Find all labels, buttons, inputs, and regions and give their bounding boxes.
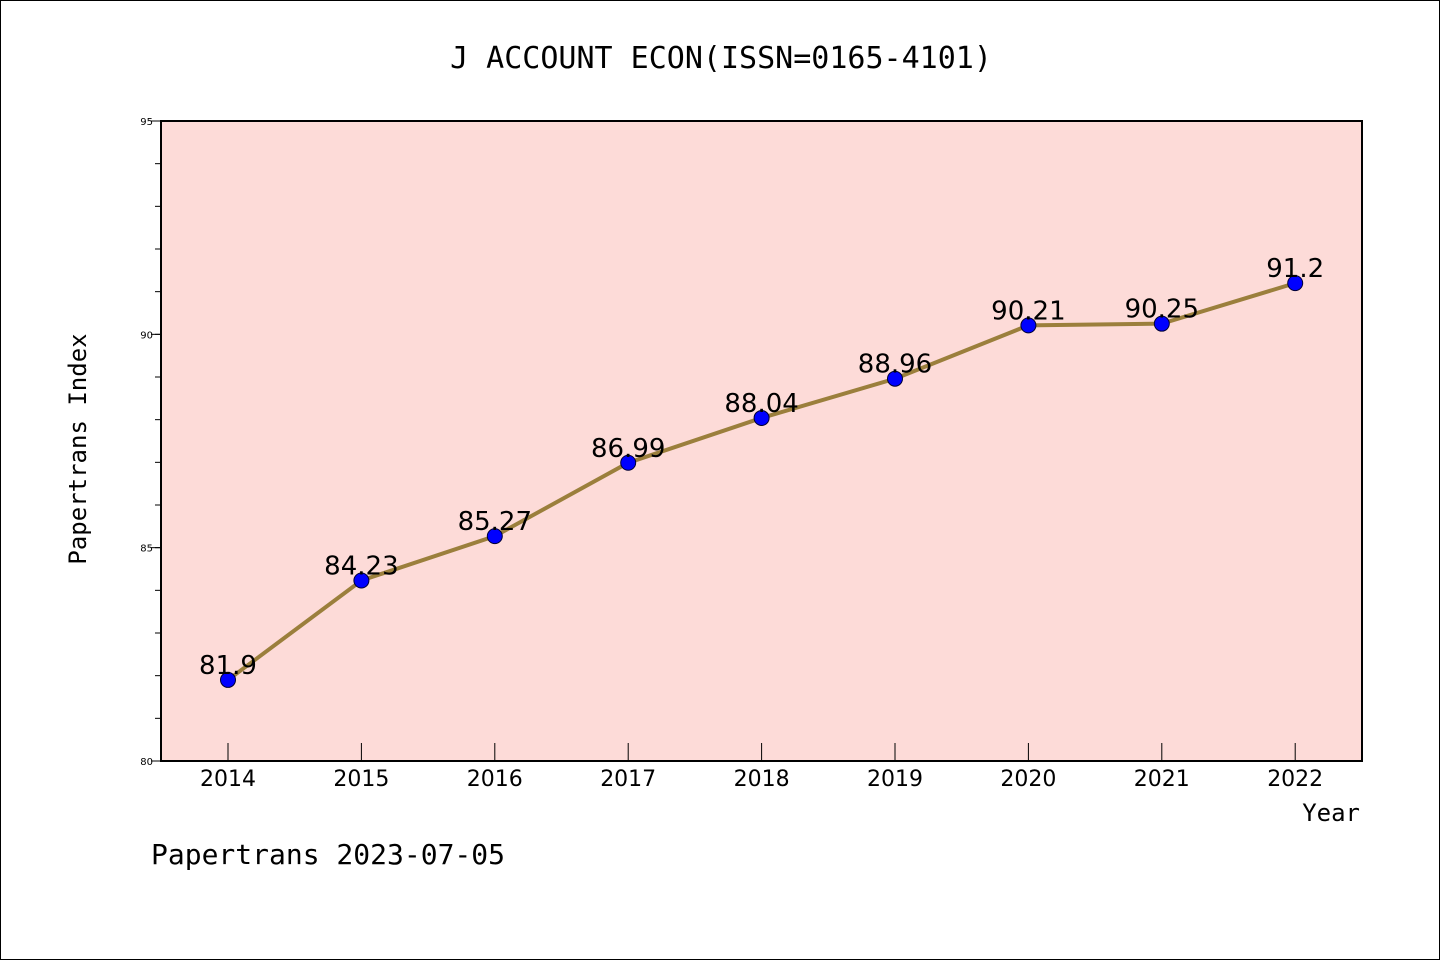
y-tick-label: 90 [140,330,153,341]
y-tick-label: 80 [140,757,153,768]
data-label: 81.9 [199,651,257,681]
data-point [620,454,637,471]
x-tick-label: 2021 [1134,767,1190,792]
plot-area [160,120,1363,762]
x-tick-label: 2017 [600,767,656,792]
data-point [753,409,770,426]
y-tick-label: 85 [140,544,153,555]
data-point [353,572,370,589]
data-label: 91.2 [1266,254,1324,284]
data-points [220,275,1304,688]
x-axis: 2014 2015 2016 2017 2018 2019 2020 2021 2022 [200,743,1323,792]
data-point [1287,275,1304,292]
y-tick-label: 95 [140,117,153,128]
data-labels: 81.9 84.23 85.27 86.99 88.04 88.96 90.21 90.25 9… [199,254,1324,681]
y-axis: 80 85 90 95 [140,117,161,768]
data-label: 90.25 [1125,295,1199,325]
x-tick-label: 2019 [867,767,923,792]
data-label: 88.96 [858,350,932,380]
data-point [1020,317,1037,334]
x-tick-label: 2016 [467,767,523,792]
chart-title: J ACCOUNT ECON(ISSN=0165-4101) [450,41,992,76]
data-label: 88.04 [724,389,798,419]
x-axis-title: Year [1302,799,1360,827]
data-point [486,528,503,545]
x-tick-label: 2014 [200,767,256,792]
x-tick-label: 2022 [1267,767,1323,792]
data-label: 90.21 [991,296,1065,326]
x-tick-label: 2015 [333,767,389,792]
data-point [887,370,903,387]
data-label: 86.99 [591,434,665,464]
data-point [1153,315,1170,332]
footer-text: Papertrans 2023-07-05 [151,838,505,871]
x-tick-label: 2020 [1000,767,1056,792]
data-point [220,671,236,688]
data-label: 85.27 [458,507,532,537]
y-axis-title: Papertrans Index [64,333,92,564]
data-label: 84.23 [324,552,398,582]
x-tick-label: 2018 [734,767,790,792]
